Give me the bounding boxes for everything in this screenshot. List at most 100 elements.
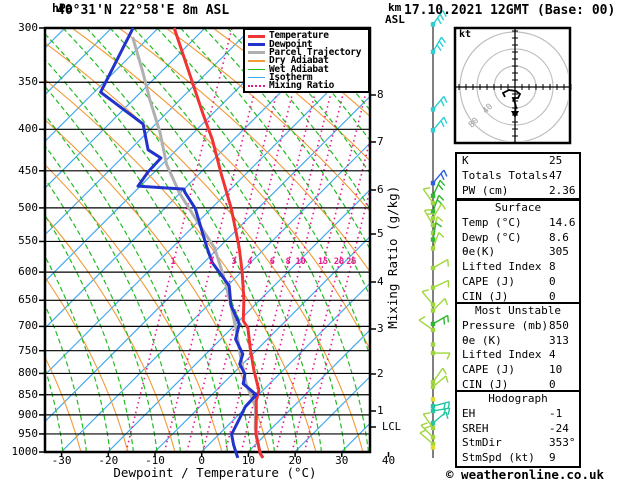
temperature-tick-label: 10	[241, 454, 256, 467]
table-row-label: EH	[462, 406, 476, 420]
temperature-tick-label: 20	[288, 454, 302, 467]
temperature-tick-label: -10	[145, 454, 165, 467]
table-row-label: Lifted Index	[462, 260, 542, 274]
table-section: Most Unstable Pressure (mb) 850 θe (K) 313 Li…	[455, 302, 581, 395]
table-row-label: PW (cm)	[462, 183, 509, 197]
temperature-tick-label: -20	[98, 454, 119, 467]
hodograph-unit-label: kt	[459, 29, 472, 40]
table-row: CAPE (J) 10	[457, 363, 579, 378]
height-axis-unit-asl: ASL	[385, 13, 405, 26]
height-km-tick-label: 1	[377, 404, 384, 417]
pressure-tick-label: 550	[18, 234, 38, 248]
height-km-tick-label: 8	[377, 88, 384, 101]
table-row-value: 10	[549, 363, 563, 377]
mixing-ratio-value-label: 2	[208, 257, 214, 267]
table-row-label: CAPE (J)	[462, 274, 515, 288]
mixing-ratio-value-label: 3	[231, 257, 237, 267]
table-row-label: Lifted Index	[462, 348, 542, 362]
table-row-value: 8	[549, 260, 556, 274]
table-row-label: Pressure (mb)	[462, 318, 549, 332]
table-row: Temp (°C) 14.6	[457, 216, 579, 231]
legend-item-label: Isotherm	[269, 71, 313, 83]
legend-line-sample	[248, 84, 265, 87]
temperature-tick-label: -30	[51, 454, 72, 467]
station-title: 40°31'N 22°58'E 8m ASL	[57, 3, 230, 18]
legend-item: Isotherm	[248, 71, 368, 83]
table-row-label: CAPE (J)	[462, 363, 515, 377]
table-row-value: 313	[549, 333, 569, 347]
credit-watermark: © weatheronline.co.uk	[446, 467, 605, 482]
table-row-label: CIN (J)	[462, 377, 509, 391]
table-row-label: Totals Totals	[462, 168, 549, 182]
table-section: K 25 Totals Totals 47 PW (cm) 2.36	[455, 152, 581, 201]
table-row: Dewp (°C) 8.6	[457, 231, 579, 246]
table-row: Lifted Index 4	[457, 348, 579, 363]
table-row-label: Dewp (°C)	[462, 230, 522, 244]
table-section: Hodograph EH -1 SREH -24 StmDir 353° StmSpd (kt…	[455, 390, 581, 468]
legend-line-sample	[248, 42, 265, 46]
table-row-value: 2.36	[549, 183, 576, 197]
legend-line-sample	[248, 76, 265, 79]
table-row-value: 0	[549, 377, 556, 391]
legend-item: Temperature	[248, 31, 368, 40]
pressure-tick-label: 900	[18, 407, 38, 421]
legend-item: Mixing Ratio	[248, 80, 368, 92]
legend-line-sample	[248, 60, 265, 62]
table-section-header: Surface	[494, 201, 542, 214]
pressure-tick-label: 950	[18, 426, 38, 440]
legend-item: Dry Adiabat	[248, 56, 368, 65]
table-row: StmSpd (kt) 9	[457, 451, 579, 466]
table-row-value: 850	[549, 318, 569, 332]
table-row: Lifted Index 8	[457, 260, 579, 275]
mixing-ratio-value-label: 4	[247, 257, 253, 267]
temperature-tick-label: 0	[198, 454, 205, 467]
table-row-value: 0	[549, 289, 556, 303]
mixing-ratio-value-label: 10	[295, 257, 306, 267]
table-row-label: StmDir	[462, 436, 502, 450]
pressure-tick-label: 300	[18, 21, 38, 34]
legend-item-label: Mixing Ratio	[269, 80, 335, 92]
table-row-value: 47	[549, 168, 563, 182]
mixing-ratio-axis-title: Mixing Ratio (g/kg)	[384, 185, 400, 329]
pressure-tick-label: 1000	[11, 445, 39, 458]
legend-item: Dewpoint	[248, 40, 368, 49]
lcl-label: LCL	[382, 421, 401, 433]
table-row: EH -1	[457, 407, 579, 422]
temperature-tick-label: 30	[335, 454, 349, 467]
table-row-label: θe (K)	[462, 333, 502, 347]
run-date-title: 17.10.2021 12GMT (Base: 00)	[404, 3, 616, 18]
table-row-value: 14.6	[549, 215, 576, 229]
mixing-ratio-value-label: 8	[285, 257, 291, 267]
table-row: SREH -24	[457, 422, 579, 437]
table-row-label: StmSpd (kt)	[462, 451, 535, 465]
table-row: CIN (J) 0	[457, 378, 579, 393]
pressure-tick-label: 350	[18, 75, 38, 89]
legend-item: Wet Adiabat	[248, 63, 368, 75]
legend-line-sample	[248, 68, 265, 71]
temperature-tick-label: 40	[381, 454, 396, 467]
pressure-tick-label: 500	[18, 200, 38, 214]
table-row-value: 305	[549, 245, 569, 259]
table-section-header: Hodograph	[488, 392, 548, 405]
mixing-ratio-value-label: 6	[269, 257, 275, 267]
table-row-label: Temp (°C)	[462, 215, 522, 229]
table-row-value: 4	[549, 348, 556, 362]
pressure-tick-label: 750	[18, 343, 38, 357]
mixing-ratio-value-label: 25	[346, 257, 357, 267]
table-row: θe(K) 305	[457, 245, 579, 260]
legend-line-sample	[248, 34, 265, 38]
mixing-ratio-value-label: 20	[333, 257, 345, 267]
height-km-tick-label: 4	[377, 275, 384, 288]
pressure-axis-unit: hPa	[52, 1, 73, 15]
pressure-tick-label: 450	[18, 163, 38, 177]
height-km-tick-label: 5	[377, 227, 384, 240]
table-row-value: 0	[549, 274, 556, 288]
table-row: Totals Totals 47	[457, 169, 579, 184]
table-row: StmDir 353°	[457, 436, 579, 451]
legend-item-label: Wet Adiabat	[269, 63, 329, 75]
table-row-value: -24	[549, 421, 569, 435]
pressure-tick-label: 850	[18, 387, 38, 401]
table-row-label: K	[462, 154, 469, 167]
table-row-label: θe(K)	[462, 245, 496, 259]
legend-box: Temperature Dewpoint Parcel Trajectory Dry …	[243, 28, 370, 93]
